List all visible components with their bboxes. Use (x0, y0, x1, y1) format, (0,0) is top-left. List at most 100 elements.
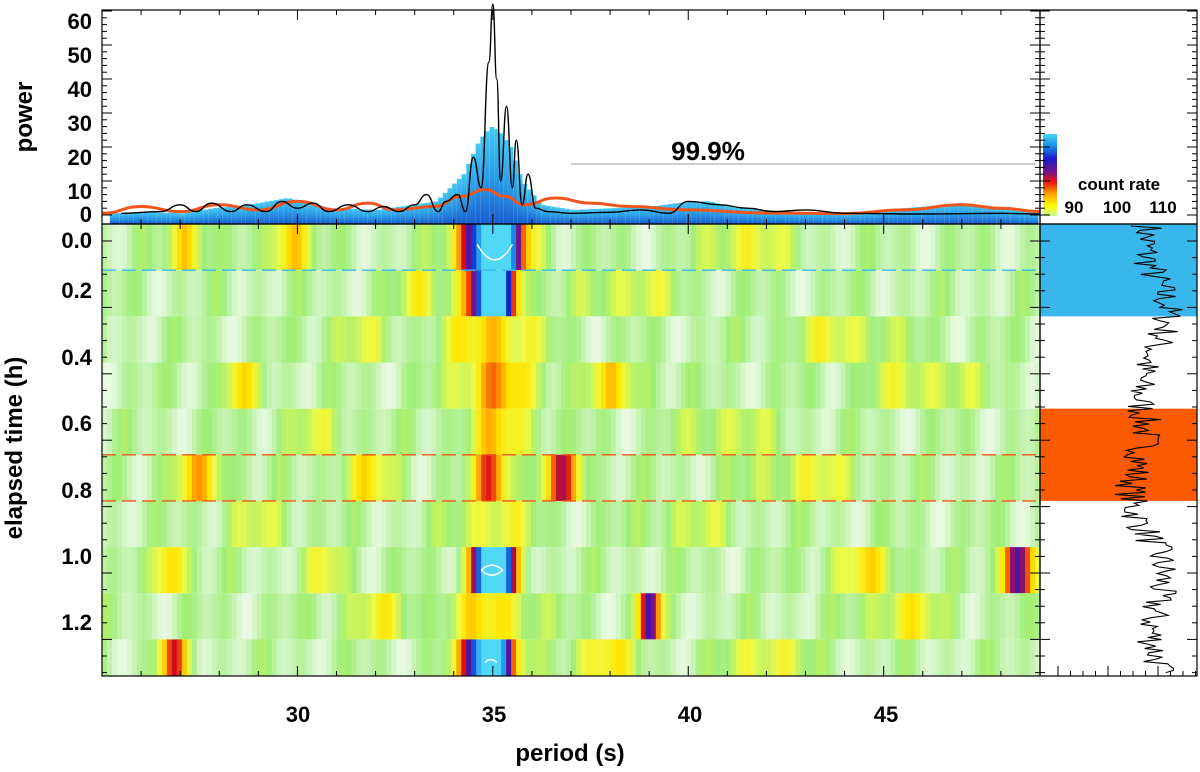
heatmap-cell (446, 639, 452, 676)
heatmap-cell (735, 639, 742, 676)
heatmap-cell (516, 454, 522, 501)
histogram-bar (349, 208, 354, 224)
heatmap-cell (1000, 639, 1006, 676)
heatmap-cell (206, 500, 213, 548)
heatmap-cell (451, 224, 457, 271)
heatmap-cell (541, 500, 547, 548)
heatmap-cell (176, 362, 183, 409)
heatmap-cell (396, 500, 402, 548)
heatmap-cell (366, 408, 373, 455)
heatmap-cell (705, 639, 712, 676)
heatmap-cell (980, 454, 986, 501)
colorbar-label: count rate (1078, 175, 1160, 194)
heatmap-cell (1015, 454, 1021, 501)
heatmap-cell (840, 362, 847, 409)
heatmap-cell (351, 408, 358, 455)
heatmap-cell (645, 408, 652, 455)
heatmap-cell (1005, 593, 1011, 640)
heatmap-cell (411, 639, 417, 676)
heatmap-cell (191, 500, 198, 548)
heatmap-cell (102, 270, 108, 317)
power-tick-label: 40 (68, 77, 92, 102)
heatmap-cell (880, 547, 886, 594)
heatmap-cell (556, 454, 562, 501)
heatmap-cell (211, 639, 218, 676)
heatmap-cell (116, 316, 123, 363)
heatmap-cell (675, 362, 682, 409)
heatmap-cell (965, 547, 971, 594)
heatmap-cell (705, 547, 712, 594)
histogram-bar (1000, 208, 1006, 224)
heatmap-cell (476, 500, 482, 548)
heatmap-cell (246, 547, 253, 594)
heatmap-cell (286, 224, 293, 271)
heatmap-cell (805, 316, 812, 363)
heatmap-cell (466, 270, 472, 317)
heatmap-cell (361, 639, 368, 676)
tick-labels: 30 35 40 45 0 10 20 30 40 50 60 0.0 0.2 … (61, 9, 898, 727)
heatmap-cell (600, 408, 607, 455)
histogram-bar (222, 207, 228, 224)
heatmap-cell (316, 224, 323, 271)
heatmap-cell (331, 270, 338, 317)
heatmap-cell (920, 270, 926, 317)
heatmap-cell (695, 454, 702, 501)
heatmap-cell (181, 639, 188, 676)
heatmap-cell (461, 224, 467, 271)
histogram-bar (752, 209, 758, 224)
heatmap-cell (1015, 316, 1021, 363)
heatmap-cell (645, 454, 652, 501)
heatmap-cell (860, 454, 866, 501)
heatmap-cell (905, 316, 911, 363)
x-tick-label: 40 (678, 702, 702, 727)
heatmap-cell (770, 270, 777, 317)
heatmap-cell (920, 224, 926, 271)
heatmap-cell (511, 454, 517, 501)
heatmap-cell (885, 224, 891, 271)
heatmap-cell (925, 270, 931, 317)
heatmap-cell (785, 224, 792, 271)
heatmap-cell (820, 639, 827, 676)
heatmap-cell (990, 593, 996, 640)
heatmap-cell (546, 408, 552, 455)
heatmap-cell (930, 224, 936, 271)
heatmap-cell (211, 593, 218, 640)
heatmap-cell (680, 224, 687, 271)
heatmap-cell (196, 547, 203, 594)
heatmap-cell (166, 500, 173, 548)
heatmap-cell (351, 547, 358, 594)
histogram-bar (485, 131, 490, 224)
heatmap-cell (685, 547, 692, 594)
histogram-bar (635, 207, 640, 224)
heatmap-cell (441, 224, 447, 271)
heatmap-cell (151, 454, 158, 501)
heatmap-cell (216, 500, 223, 548)
heatmap-cell (381, 593, 387, 640)
heatmap-cell (446, 270, 452, 317)
heatmap-cell (895, 593, 901, 640)
heatmap-cell (685, 408, 692, 455)
heatmap-cell (640, 224, 647, 271)
histogram-bar (977, 205, 983, 224)
heatmap-cell (1005, 547, 1011, 594)
heatmap-cell (620, 454, 627, 501)
heatmap-cell (970, 547, 976, 594)
heatmap-cell (216, 639, 223, 676)
heatmap-cell (566, 593, 572, 640)
heatmap-cell (406, 454, 412, 501)
heatmap-cell (466, 639, 472, 676)
heatmap-cell (620, 500, 627, 548)
heatmap-cell (556, 362, 562, 409)
heatmap-cell (366, 270, 373, 317)
heatmap-cell (1015, 270, 1021, 317)
heatmap-cell (221, 500, 228, 548)
period-axis-title: period (s) (515, 740, 624, 767)
heatmap-cell (1015, 224, 1021, 271)
heatmap-cell (720, 224, 727, 271)
heatmap-cell (635, 454, 642, 501)
heatmap-cell (341, 270, 348, 317)
histogram-bar (874, 210, 879, 224)
heatmap-cell (670, 547, 677, 594)
heatmap-cell (241, 639, 248, 676)
histogram-bar (227, 206, 232, 224)
